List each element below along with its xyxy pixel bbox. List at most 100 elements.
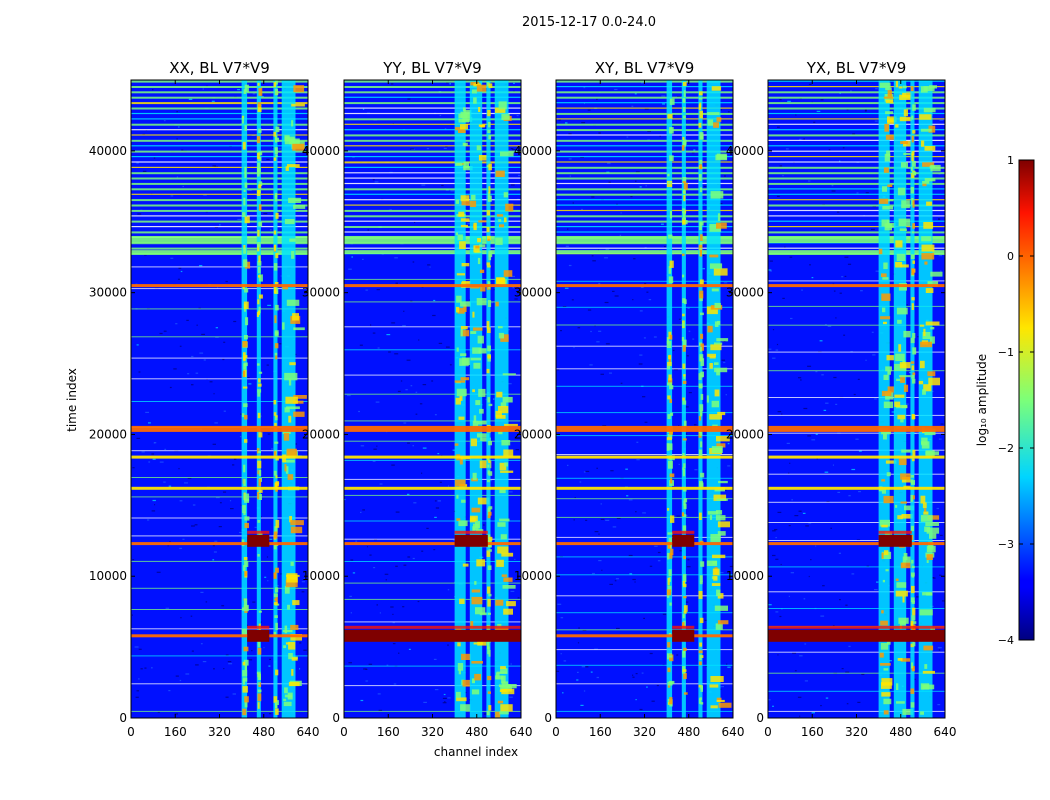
panel-title: YX, BL V7*V9 (806, 59, 907, 77)
colorbar-tick-label: 1 (1007, 154, 1014, 167)
rfi-channel-band (878, 80, 890, 718)
y-tick-label: 40000 (89, 144, 127, 158)
rfi-band-texture (486, 82, 493, 716)
bright-time-row (344, 542, 521, 546)
peak-burst (247, 629, 270, 642)
heatmap-thin-lines (768, 280, 945, 712)
figure-suptitle: 2015-12-17 0.0-24.0 (522, 15, 656, 30)
rfi-channel-band (706, 80, 721, 718)
x-tick-label: 480 (252, 725, 275, 739)
x-tick-label: 0 (552, 725, 560, 739)
x-tick-label: 480 (677, 725, 700, 739)
bright-time-row (556, 634, 733, 638)
bright-time-row (556, 425, 733, 432)
colorbar: 1 0 −1 −2 −3 −4 log₁₀ amplitude (975, 154, 1035, 647)
x-tick-label: 160 (377, 725, 400, 739)
colorbar-tick-label: −2 (998, 442, 1014, 455)
x-tick-label: 480 (889, 725, 912, 739)
rfi-channel-band (241, 80, 248, 718)
y-tick-label: 0 (332, 711, 340, 725)
heatmap-background (131, 80, 308, 718)
colorbar-tick-label: −3 (998, 538, 1014, 551)
bright-time-row (768, 486, 945, 490)
panel-3: XY, BL V7*V9 0 160 320 480 640 0 10000 20000 3000… (514, 59, 745, 739)
y-tick-label: 30000 (514, 286, 552, 300)
bright-time-row (768, 455, 945, 459)
y-tick-label: 0 (119, 711, 127, 725)
bright-time-row (768, 425, 945, 432)
y-tick-label: 20000 (514, 427, 552, 441)
x-axis-label: channel index (434, 745, 518, 759)
peak-burst (344, 629, 521, 642)
colorbar-tick-label: 0 (1007, 250, 1014, 263)
bright-time-row (556, 284, 733, 288)
heatmap-upper-rfi (131, 80, 308, 255)
bright-time-row (131, 284, 308, 288)
x-tick-label: 160 (589, 725, 612, 739)
y-tick-label: 20000 (302, 427, 340, 441)
x-tick-label: 480 (465, 725, 488, 739)
rfi-band-texture (910, 86, 917, 708)
bright-time-row (768, 542, 945, 546)
bright-time-row (131, 455, 308, 459)
y-tick-label: 30000 (89, 286, 127, 300)
panels: XX, BL V7*V9 0 160 320 480 640 0 10000 20000 3000… (89, 59, 957, 739)
colorbar-tick-label: −4 (998, 634, 1014, 647)
heatmap-thin-lines (131, 266, 308, 712)
y-tick-label: 20000 (89, 427, 127, 441)
y-tick-label: 0 (544, 711, 552, 725)
panel-title: YY, BL V7*V9 (382, 59, 481, 77)
bright-time-row (344, 455, 521, 459)
x-tick-label: 160 (801, 725, 824, 739)
y-tick-label: 10000 (514, 569, 552, 583)
x-tick-label: 320 (633, 725, 656, 739)
y-tick-label: 0 (756, 711, 764, 725)
bright-time-row (556, 542, 733, 546)
colorbar-gradient (1018, 159, 1035, 641)
y-tick-label: 10000 (302, 569, 340, 583)
y-tick-label: 40000 (514, 144, 552, 158)
bright-time-row (131, 425, 308, 432)
x-tick-label: 640 (722, 725, 745, 739)
bright-time-row (768, 284, 945, 288)
y-tick-label: 10000 (89, 569, 127, 583)
x-tick-label: 320 (421, 725, 444, 739)
rfi-channel-band (273, 80, 278, 718)
peak-burst (878, 534, 912, 547)
bright-time-row (344, 425, 521, 432)
heatmap-background (344, 80, 521, 718)
bright-time-row (344, 486, 521, 490)
x-tick-label: 0 (127, 725, 135, 739)
panel-4: YX, BL V7*V9 0 160 320 480 640 0 10000 20000 3000… (726, 59, 957, 739)
heatmap-background (556, 80, 733, 718)
x-tick-label: 320 (845, 725, 868, 739)
panel-1: XX, BL V7*V9 0 160 320 480 640 0 10000 20000 3000… (89, 59, 320, 739)
heatmap-thin-lines (556, 280, 733, 712)
x-tick-label: 640 (297, 725, 320, 739)
heatmap-upper-rfi (768, 80, 945, 255)
heatmap-upper-rfi (556, 80, 733, 255)
peak-burst (454, 534, 488, 547)
rfi-band-texture (454, 107, 473, 711)
peak-burst (768, 629, 945, 642)
y-tick-label: 40000 (726, 144, 764, 158)
peak-burst (247, 534, 270, 547)
rfi-channel-band (918, 80, 933, 718)
colorbar-label: log₁₀ amplitude (975, 354, 989, 446)
x-tick-label: 0 (340, 725, 348, 739)
x-tick-label: 320 (208, 725, 231, 739)
panel-title: XX, BL V7*V9 (169, 59, 270, 77)
bright-time-row (131, 634, 308, 638)
rfi-band-texture (706, 86, 732, 709)
bright-time-row (131, 486, 308, 490)
x-tick-label: 640 (934, 725, 957, 739)
y-tick-label: 20000 (726, 427, 764, 441)
bright-time-row (556, 486, 733, 490)
bright-time-row (344, 284, 521, 288)
heatmap-background (768, 80, 945, 718)
rfi-band-texture (273, 80, 280, 715)
x-tick-label: 640 (510, 725, 533, 739)
bright-time-row (131, 542, 308, 546)
panel-2: YY, BL V7*V9 0 160 320 480 640 0 10000 20000 3000… (302, 59, 533, 739)
